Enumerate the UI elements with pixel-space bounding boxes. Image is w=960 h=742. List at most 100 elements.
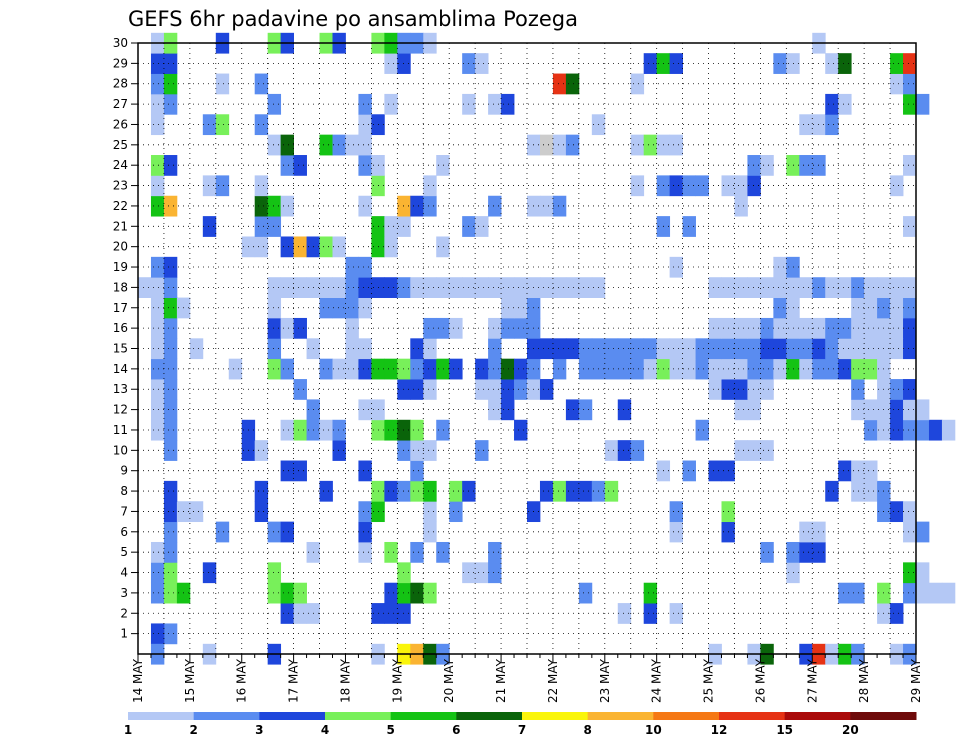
heatmap-cell (838, 317, 852, 339)
heatmap-cell (851, 460, 865, 482)
heatmap-cell (423, 582, 437, 604)
heatmap-cell (397, 480, 411, 502)
heatmap-cell (397, 277, 411, 298)
heatmap-cell (514, 297, 528, 319)
heatmap-cell (760, 440, 774, 461)
heatmap-cell (838, 338, 852, 360)
y-tick-label: 19 (113, 260, 128, 274)
heatmap-cell (565, 73, 580, 95)
heatmap-cell (864, 338, 878, 360)
heatmap-cell (319, 236, 333, 258)
heatmap-cell (150, 338, 165, 360)
heatmap-cell (514, 379, 528, 400)
heatmap-cell (890, 379, 904, 400)
heatmap-cell (851, 379, 865, 400)
x-tick-label: 23 MAY (598, 658, 612, 703)
heatmap-cell (903, 93, 917, 115)
y-tick-label: 18 (113, 280, 128, 294)
heatmap-cell (358, 460, 372, 482)
y-tick-label: 30 (113, 36, 128, 50)
heatmap-cell (163, 419, 178, 441)
heatmap-cell (150, 93, 165, 115)
heatmap-cell (358, 93, 372, 115)
heatmap-cell (851, 582, 865, 604)
heatmap-cell (215, 73, 230, 95)
heatmap-cell (449, 480, 463, 502)
heatmap-cell (708, 379, 722, 400)
heatmap-cell (903, 501, 917, 523)
heatmap-cell (643, 603, 658, 624)
heatmap-cell (345, 297, 359, 319)
heatmap-cell (565, 399, 580, 421)
heatmap-cell (150, 582, 165, 604)
colorbar-swatch (719, 712, 786, 720)
heatmap-cell (423, 338, 437, 360)
heatmap-cell (760, 541, 774, 563)
heatmap-cell (604, 440, 619, 461)
heatmap-cell (293, 419, 307, 441)
heatmap-cell (903, 521, 917, 543)
heatmap-cell (384, 480, 398, 502)
heatmap-cell (734, 440, 748, 461)
heatmap-cell (760, 358, 774, 380)
y-tick-label: 23 (113, 179, 128, 193)
heatmap-cell (864, 358, 878, 380)
colorbar-swatch (653, 712, 720, 720)
heatmap-cell (501, 93, 515, 115)
heatmap-cell (410, 419, 424, 441)
heatmap-cell (565, 338, 580, 360)
heatmap-cell (669, 521, 683, 543)
colorbar-swatch (193, 712, 260, 720)
heatmap-cell (734, 379, 748, 400)
x-tick-label: 24 MAY (650, 658, 664, 703)
heatmap-cell (332, 277, 346, 298)
heatmap-cell (552, 480, 567, 502)
heatmap-cell (293, 236, 307, 258)
heatmap-cell (436, 358, 450, 380)
x-tick-label: 19 MAY (390, 658, 404, 703)
y-tick-label: 5 (120, 545, 128, 559)
heatmap-cell (423, 277, 437, 298)
heatmap-cell (539, 480, 554, 502)
heatmap-cell (267, 358, 282, 380)
y-tick-label: 13 (113, 382, 128, 396)
heatmap-cell (150, 623, 165, 645)
heatmap-cell (514, 317, 528, 339)
heatmap-cell (410, 338, 424, 360)
y-tick-label: 7 (120, 504, 128, 518)
y-tick-label: 26 (113, 117, 128, 131)
heatmap-cell (163, 480, 178, 502)
heatmap-cell (410, 541, 424, 563)
heatmap-cell (514, 358, 528, 380)
heatmap-cell (799, 155, 813, 176)
heatmap-cell (397, 379, 411, 400)
heatmap-cell (332, 419, 346, 441)
heatmap-cell (903, 297, 917, 319)
heatmap-cell (838, 460, 852, 482)
heatmap-cell (138, 277, 152, 298)
heatmap-cell (410, 195, 424, 217)
heatmap-cell (903, 155, 917, 176)
heatmap-cell (397, 603, 411, 624)
heatmap-cell (695, 338, 709, 360)
heatmap-cell (254, 440, 269, 461)
heatmap-cell (552, 338, 567, 360)
heatmap-cell (475, 562, 489, 584)
heatmap-cell (552, 195, 567, 217)
heatmap-cell (423, 195, 437, 217)
y-tick-label: 10 (113, 443, 128, 457)
heatmap-cell (280, 603, 294, 624)
heatmap-cell (150, 114, 165, 136)
heatmap-cell (669, 338, 683, 360)
heatmap-cell (669, 134, 683, 156)
heatmap-cell (916, 419, 930, 441)
heatmap-cell (436, 419, 450, 441)
colorbar: 1 2 3 4 5 6 7 8 10 12 15 20 (124, 712, 917, 737)
heatmap-cell (215, 114, 230, 136)
heatmap-cell (630, 338, 645, 360)
heatmap-cell (890, 175, 904, 197)
y-tick-label: 29 (113, 56, 128, 70)
heatmap-cell (163, 358, 178, 380)
heatmap-cell (903, 73, 917, 95)
heatmap-cell (384, 216, 398, 237)
